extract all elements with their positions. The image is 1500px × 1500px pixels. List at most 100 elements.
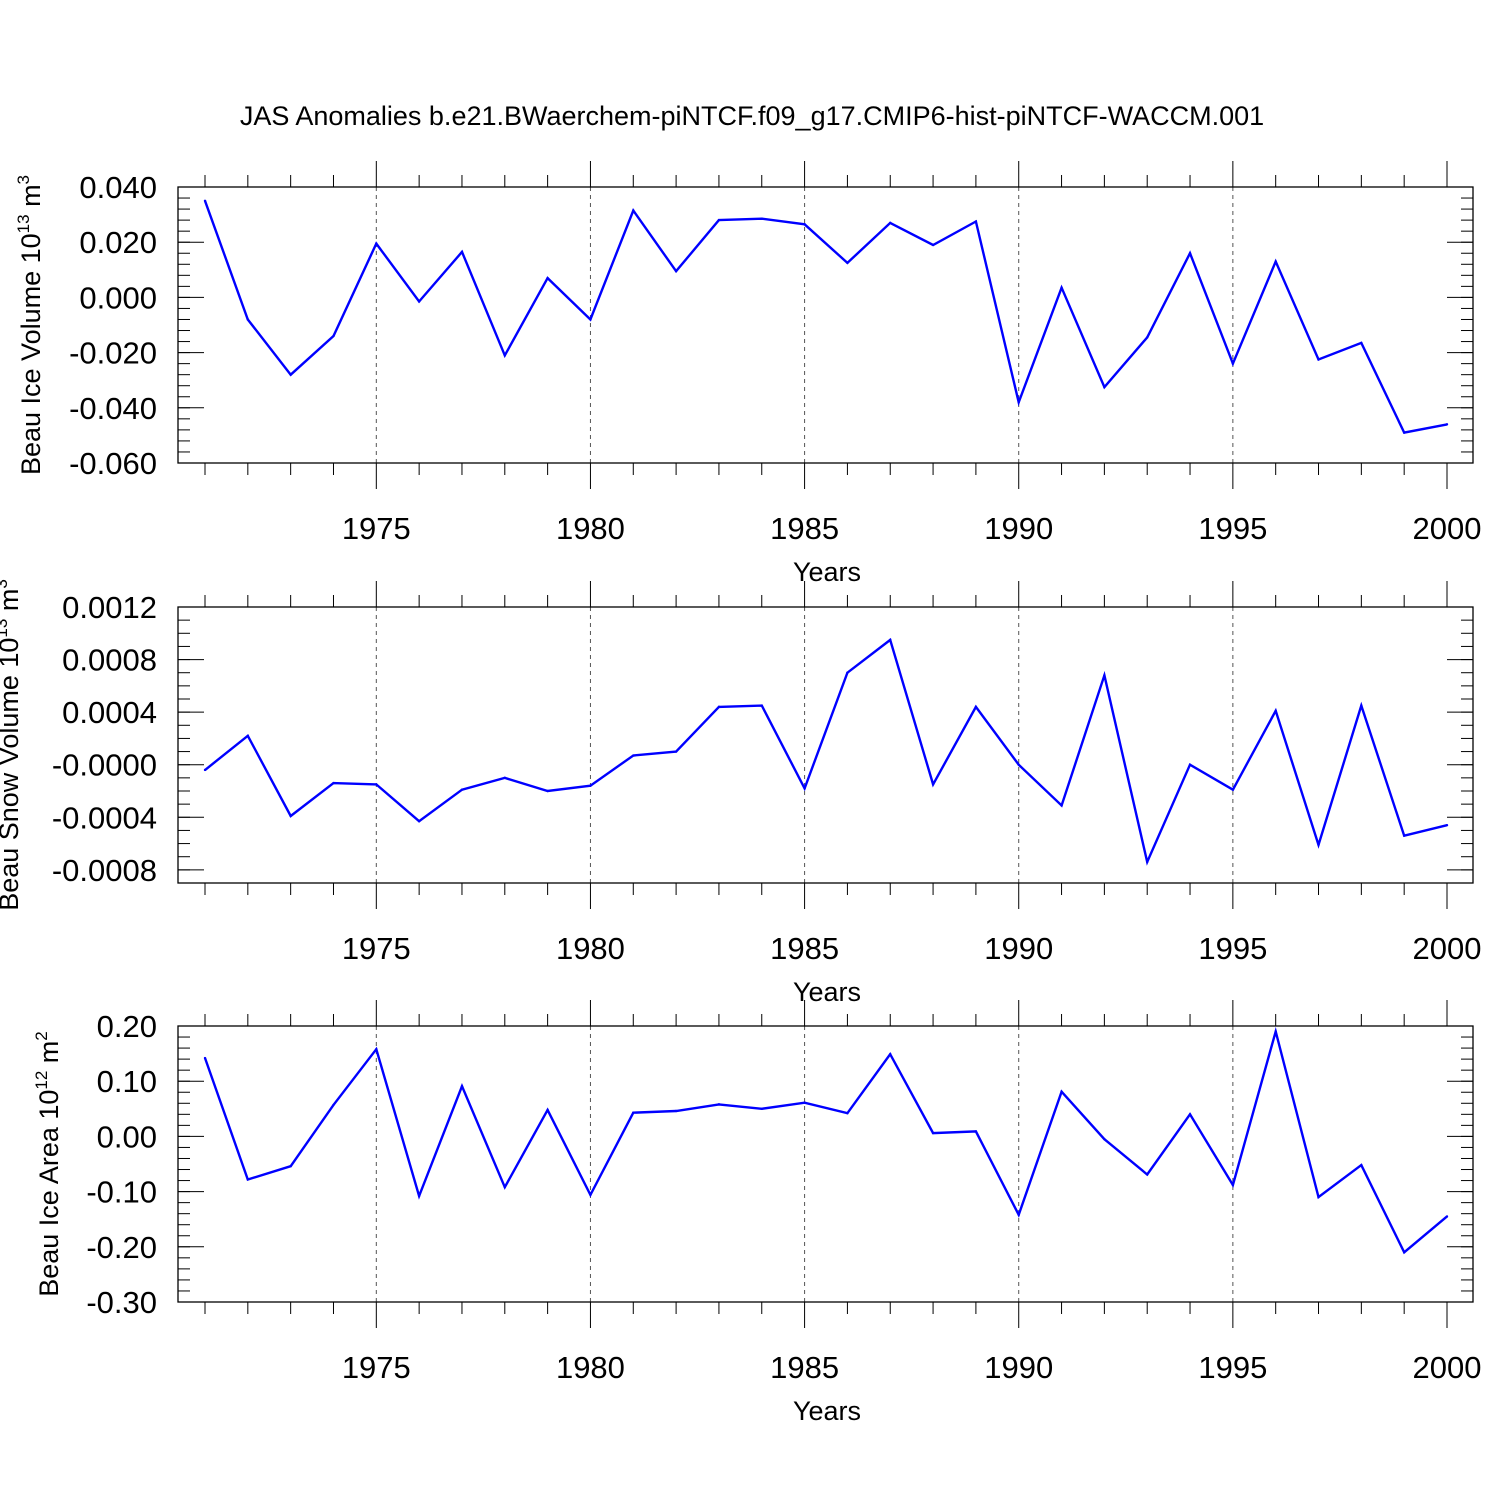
y-axis-label-unit-exponent: 3 [14, 175, 33, 184]
data-point [974, 705, 978, 709]
data-point [1360, 341, 1363, 345]
data-point [460, 788, 464, 791]
data-point [503, 1185, 506, 1189]
data-point [203, 768, 207, 772]
y-axis-label-unit: m [0, 589, 24, 619]
data-point [1274, 260, 1277, 263]
panels: 1975 1980 1985 1990 1995 2000 Years 0.040 0.020 0… [0, 161, 1481, 1426]
data-point [1060, 804, 1063, 807]
data-point [417, 1194, 421, 1198]
data-point [246, 318, 250, 321]
data-point [1402, 1251, 1406, 1254]
x-tick-label: 1975 [342, 931, 411, 966]
data-point [717, 1103, 721, 1106]
data-point [760, 217, 763, 220]
y-tick-label: 0.00 [97, 1119, 157, 1154]
data-point [1445, 823, 1449, 827]
data-point [889, 638, 892, 642]
data-point [974, 1130, 978, 1133]
data-point [417, 300, 421, 303]
panel-beau-ice-area: 1975 1980 1985 1990 1995 2000 Years 0.20 0.10 0.0… [32, 1000, 1481, 1426]
x-tick-label: 1980 [556, 931, 625, 966]
y-tick-label: 0.000 [79, 280, 157, 315]
panel-beau-snow-volume: 1975 1980 1985 1990 1995 2000 Years 0.0012 0.000… [0, 579, 1481, 1007]
data-point [289, 1165, 292, 1168]
data-point [246, 1178, 250, 1181]
y-tick-label: -0.020 [69, 336, 157, 371]
data-point [846, 261, 849, 265]
data-point [1017, 401, 1020, 404]
y-axis-label-text: Beau Ice Volume 10 [16, 233, 46, 475]
data-point [1402, 834, 1406, 837]
panel-beau-ice-volume: 1975 1980 1985 1990 1995 2000 Years 0.040 0.020 0… [14, 161, 1481, 587]
data-point [846, 1112, 849, 1115]
data-point [1231, 788, 1235, 791]
data-point [1060, 1090, 1063, 1093]
y-tick-label: 0.020 [79, 225, 157, 260]
data-point [889, 221, 892, 225]
data-point [974, 220, 978, 223]
x-tick-label: 1975 [342, 511, 411, 546]
data-point [1360, 704, 1363, 707]
y-tick-label: -0.30 [86, 1285, 157, 1320]
y-axis-label: Beau Snow Volume 1013 m3 [0, 579, 24, 911]
data-point [1060, 286, 1063, 289]
plot-frame [177, 1025, 1474, 1303]
y-axis-label: Beau Ice Area 1012 m2 [32, 1031, 64, 1297]
data-point [674, 750, 678, 753]
data-point [674, 269, 678, 273]
x-tick-label: 1995 [1198, 511, 1267, 546]
data-point [332, 1103, 335, 1107]
x-tick-label: 1995 [1198, 1350, 1267, 1385]
y-tick-label: 0.20 [97, 1009, 157, 1044]
data-point [460, 1084, 464, 1088]
data-point [246, 734, 250, 737]
data-point [1188, 252, 1192, 255]
x-tick-label: 1995 [1198, 931, 1267, 966]
data-point [546, 1108, 549, 1112]
x-tick-label: 1990 [984, 1350, 1053, 1385]
data-point [589, 784, 592, 787]
y-tick-label: 0.10 [97, 1064, 157, 1099]
data-point [717, 218, 721, 222]
series-line [203, 1026, 1448, 1255]
y-tick-label: -0.0000 [52, 748, 157, 783]
data-point [1274, 1030, 1277, 1033]
data-point [1274, 709, 1277, 713]
y-tick-label: 0.0008 [62, 643, 157, 678]
data-point [1103, 1137, 1106, 1141]
y-tick-label: -0.0008 [52, 853, 157, 888]
data-point [460, 250, 464, 254]
x-tick-label: 1980 [556, 1350, 625, 1385]
y-axis-label-text: Beau Ice Area 10 [34, 1090, 64, 1297]
data-point [289, 814, 292, 818]
data-point [289, 373, 292, 376]
chart-title: JAS Anomalies b.e21.BWaerchem-piNTCF.f09… [240, 101, 1264, 131]
y-axis-label-unit-exponent: 3 [0, 579, 11, 588]
data-point [203, 199, 207, 202]
y-tick-label: -0.10 [86, 1175, 157, 1210]
data-point [589, 318, 592, 321]
x-axis-label: Years [793, 977, 861, 1007]
series-line [204, 637, 1448, 866]
plot-frame [177, 606, 1474, 884]
y-axis-label: Beau Ice Volume 1013 m3 [14, 175, 46, 475]
x-tick-label: 2000 [1413, 511, 1482, 546]
data-point [503, 776, 506, 780]
data-point [632, 1111, 635, 1114]
data-point [674, 1109, 678, 1113]
data-point [546, 789, 549, 793]
x-tick-label: 2000 [1413, 1350, 1482, 1385]
plot-frame [177, 186, 1474, 464]
x-tick-label: 1985 [770, 511, 839, 546]
data-point [931, 1131, 935, 1135]
data-point [1317, 843, 1320, 847]
data-point [889, 1052, 892, 1056]
x-tick-label: 1980 [556, 511, 625, 546]
data-point [1188, 1113, 1192, 1116]
data-point [1146, 336, 1149, 339]
data-point [1103, 385, 1106, 389]
y-tick-label: -0.040 [69, 391, 157, 426]
data-point [1017, 763, 1020, 766]
